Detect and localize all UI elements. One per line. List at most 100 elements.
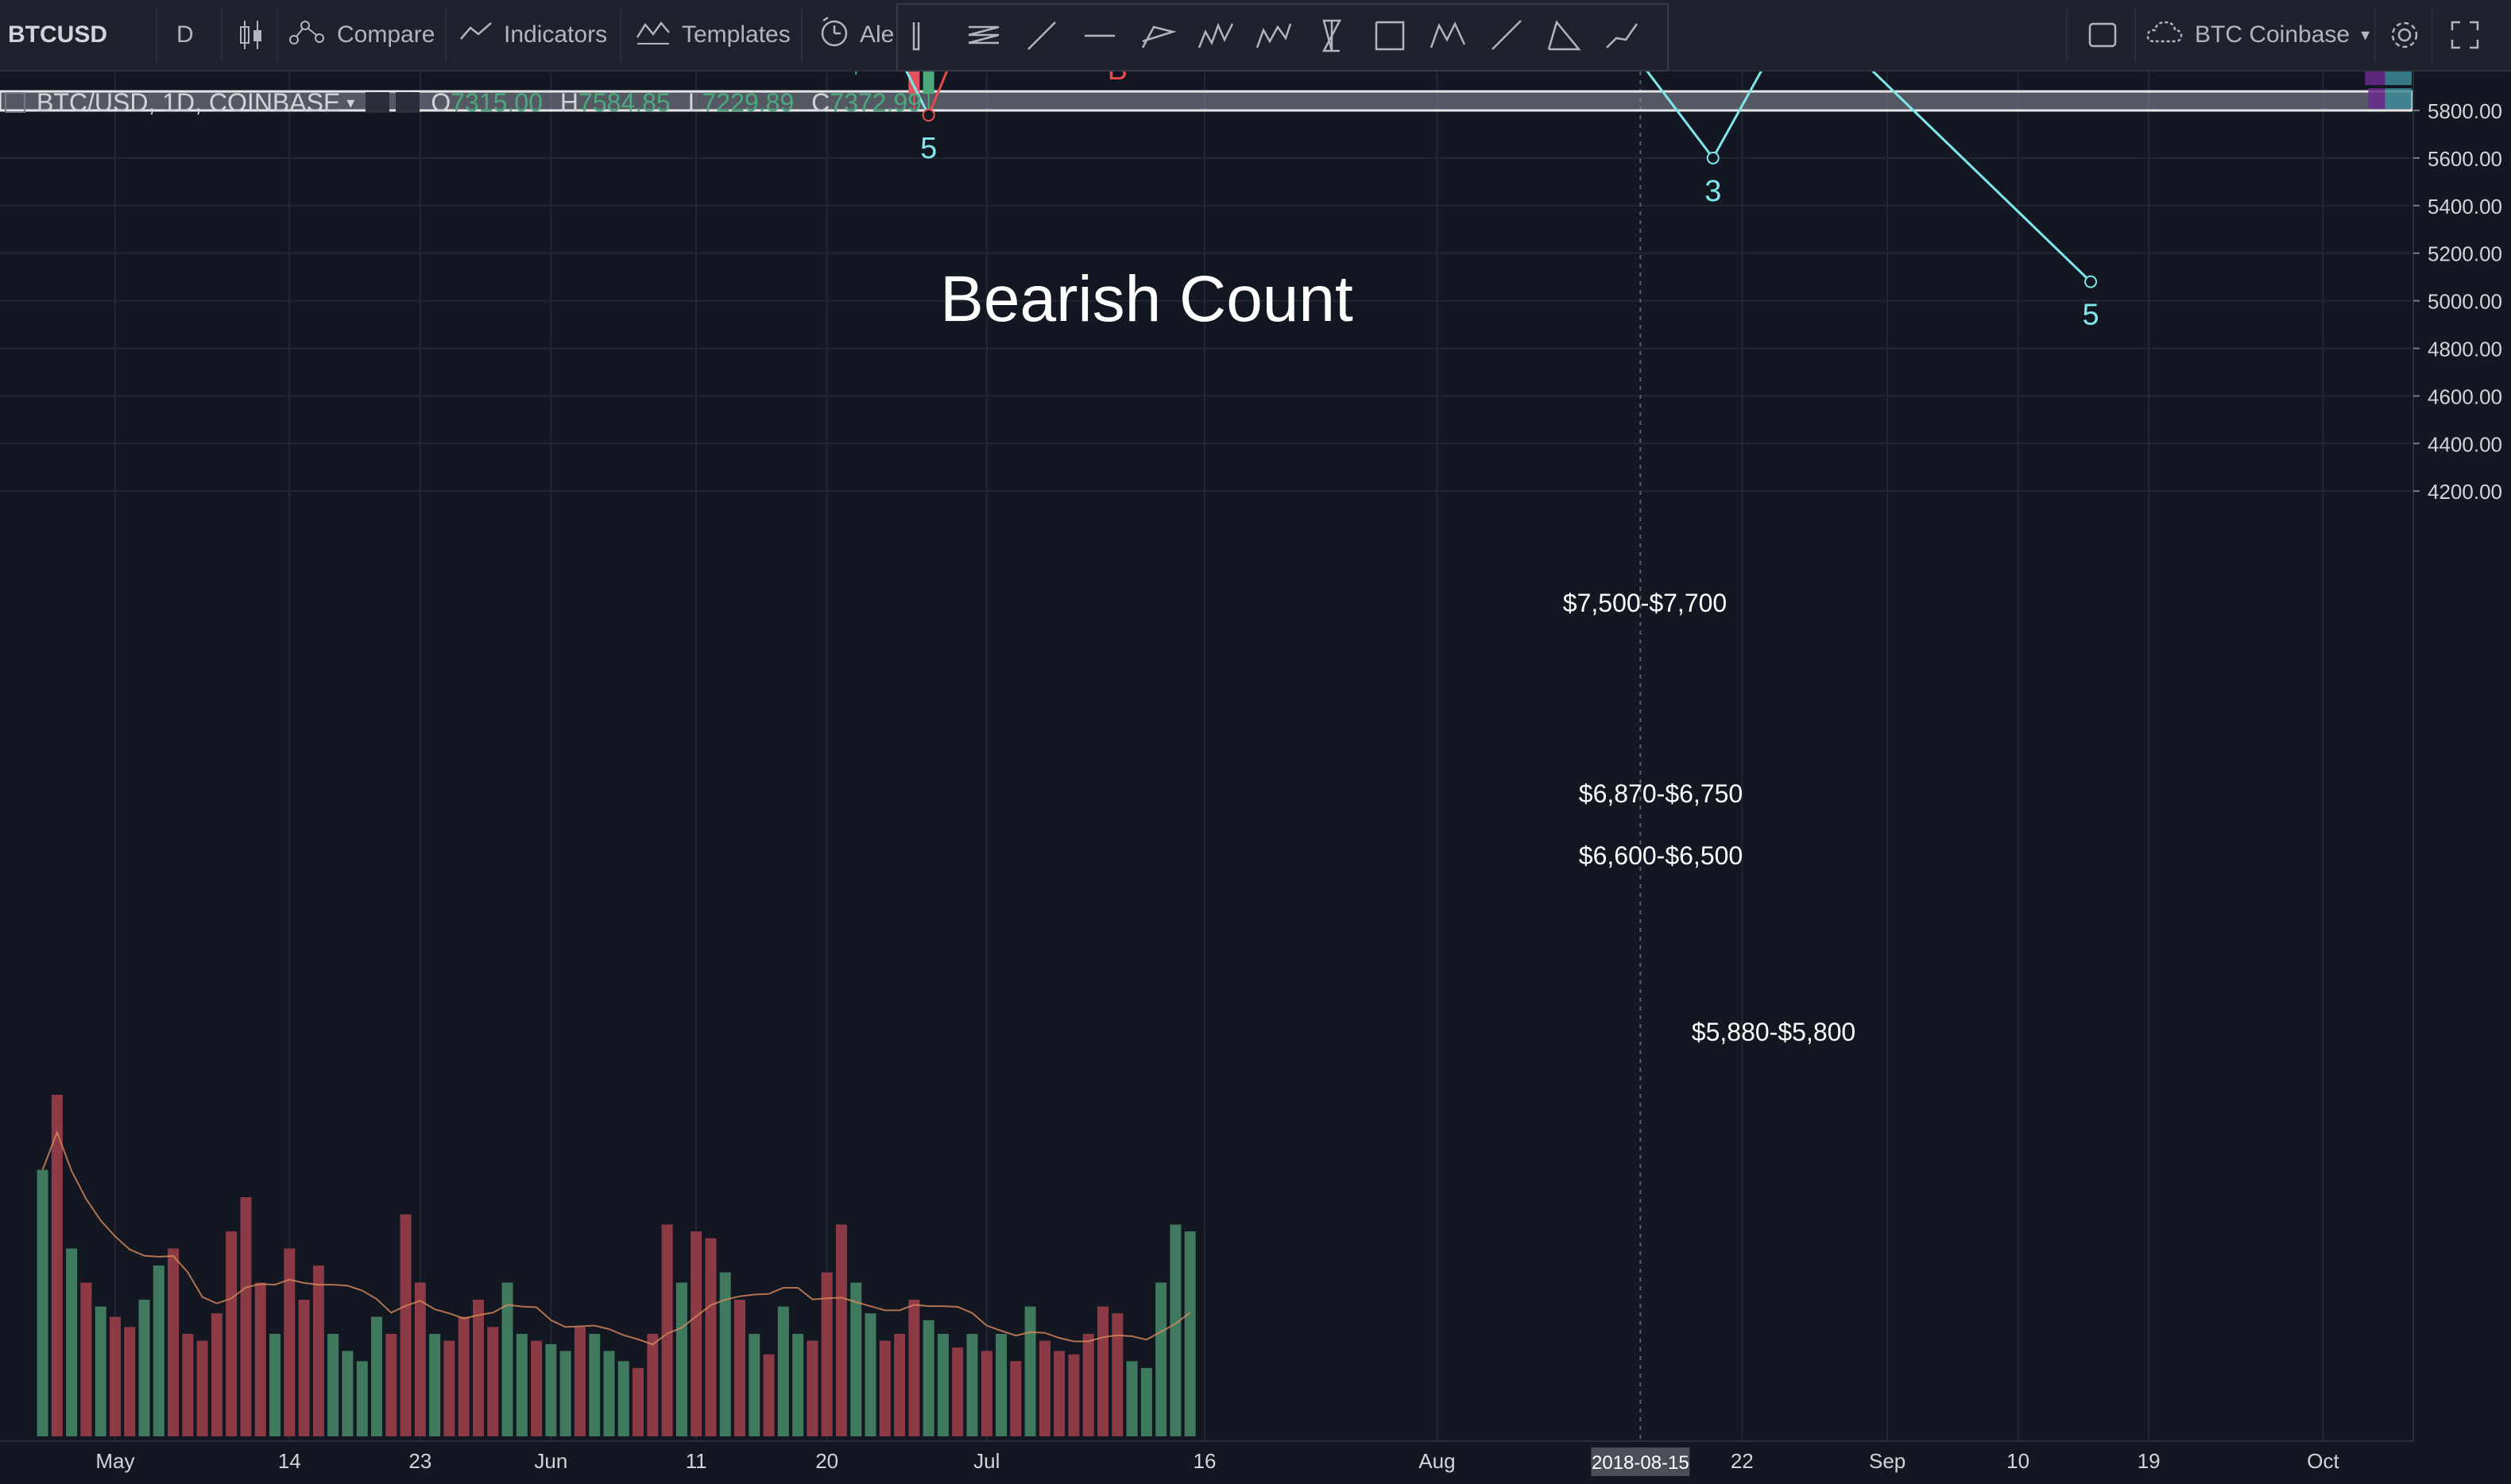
volume-bar [633, 1368, 644, 1436]
volume-bar [675, 1282, 687, 1436]
measure-icon[interactable] [1312, 16, 1352, 56]
price-zone-label: $6,870-$6,750 [1579, 779, 1743, 808]
correction-wave-point [922, 109, 935, 122]
volume-bar [821, 1272, 833, 1436]
alert-button[interactable]: Ale [818, 0, 894, 70]
volume-bar [574, 1327, 586, 1436]
price-tick-label: 5600.00 [2428, 147, 2502, 171]
volume-bar [414, 1282, 426, 1436]
volume-bar [196, 1340, 208, 1436]
open-label: O [431, 87, 451, 117]
volume-bar [472, 1300, 484, 1436]
horizontal-lines-icon[interactable] [964, 16, 1004, 56]
volume-bar [1126, 1361, 1138, 1436]
volume-bar [516, 1334, 528, 1436]
volume-ma-line [41, 1130, 1191, 1346]
price-chart[interactable]: $7,500-$7,700 $6,870-$6,750 $6,600-$6,500 $… [0, 71, 2511, 1484]
volume-bar [124, 1327, 136, 1436]
volume-bar [342, 1351, 354, 1436]
projected-wave-point [2084, 275, 2098, 288]
volume-bar [531, 1340, 543, 1436]
volume-bar [1184, 1231, 1196, 1436]
volume-bar [749, 1334, 760, 1436]
symbol-legend: BTC/USD, 1D, COINBASE ▾ O 7315.00 H 7584.8… [0, 83, 922, 122]
volume-bar [879, 1340, 891, 1436]
templates-icon [636, 18, 671, 52]
price-tick-label: 5000.00 [2428, 290, 2502, 314]
volume-bar [284, 1248, 296, 1436]
volume-bar [400, 1214, 412, 1436]
exchange-selector[interactable]: BTC Coinbase ▾ [2145, 0, 2370, 70]
volume-bar [865, 1313, 876, 1436]
interval-button[interactable]: D [176, 0, 194, 70]
price-tick-label: 4200.00 [2428, 480, 2502, 504]
volume-bar [1010, 1361, 1022, 1436]
curve-icon[interactable] [1602, 16, 1642, 56]
horizontal-ray-icon[interactable] [1080, 16, 1120, 56]
symbol-button[interactable]: BTCUSD [8, 0, 151, 70]
legend-grid-icon [5, 92, 25, 113]
candles-icon[interactable] [234, 0, 269, 70]
correction-wave-label: B [1108, 71, 1128, 87]
top-toolbar: BTCUSD D Compare Indicators Templates Al… [0, 0, 2511, 71]
volume-bar [719, 1272, 731, 1436]
volume-bar [168, 1248, 180, 1436]
volume-bar [37, 1169, 48, 1436]
chart-grid [0, 71, 2412, 1441]
xabcd-pattern-icon[interactable] [1428, 16, 1468, 56]
templates-label: Templates [682, 21, 791, 48]
volume-bar [1024, 1306, 1036, 1436]
volume-bar [1155, 1282, 1167, 1436]
drag-handle-icon[interactable] [906, 16, 946, 56]
indicators-icon [459, 20, 493, 50]
abcde-pattern-icon[interactable] [1254, 16, 1294, 56]
time-tick-label: Jul [973, 1449, 1000, 1473]
elliott-wave-icon[interactable] [1196, 16, 1236, 56]
volume-bar [894, 1334, 906, 1436]
candlesticks [855, 71, 934, 116]
rectangle-icon[interactable] [1370, 16, 1410, 56]
time-tick-label: Aug [1418, 1449, 1455, 1473]
volume-bar [763, 1354, 775, 1436]
candle-body [923, 71, 934, 95]
projected-wave-label: 3 [1704, 175, 1721, 208]
fullscreen-icon[interactable] [2447, 0, 2482, 70]
brush-icon[interactable] [1486, 16, 1526, 56]
time-tick-label: 22 [1731, 1449, 1754, 1473]
volume-bar [589, 1334, 601, 1436]
drawing-toolbar [896, 3, 1669, 71]
compare-button[interactable]: Compare [288, 0, 435, 70]
volume-bar [443, 1340, 455, 1436]
templates-button[interactable]: Templates [636, 0, 791, 70]
symbol-label: BTCUSD [8, 21, 107, 48]
volume-bar [1068, 1354, 1080, 1436]
volume-bar [835, 1224, 847, 1436]
volume-bar [1170, 1224, 1182, 1436]
chevron-down-icon[interactable]: ▾ [346, 94, 355, 112]
legend-eye-icon[interactable] [396, 92, 420, 113]
volume-bar [603, 1351, 615, 1436]
candle-body [908, 71, 920, 95]
low-label: L [687, 87, 702, 117]
volume-bar [661, 1224, 673, 1436]
volume-profile [2365, 71, 2412, 110]
volume-bar [1054, 1351, 1066, 1436]
volume-bar [487, 1327, 499, 1436]
legend-settings-icon[interactable] [366, 92, 390, 113]
profile-bar-up [2385, 71, 2412, 86]
square-icon[interactable] [2087, 0, 2118, 70]
price-zone-label: $7,500-$7,700 [1563, 589, 1727, 617]
indicators-button[interactable]: Indicators [459, 0, 607, 70]
volume-bar [429, 1334, 441, 1436]
alert-label: Ale [860, 21, 895, 48]
trend-line-icon[interactable] [1022, 16, 1062, 56]
volume-bar [923, 1320, 934, 1436]
volume-bar [1097, 1306, 1108, 1436]
legend-title[interactable]: BTC/USD, 1D, COINBASE [37, 87, 341, 117]
triangle-icon[interactable] [1544, 16, 1584, 56]
pitchfork-icon[interactable] [1138, 16, 1178, 56]
volume-bar [371, 1316, 382, 1436]
settings-icon[interactable] [2387, 0, 2422, 70]
exchange-label: BTC Coinbase [2195, 21, 2350, 48]
time-tick-label: 11 [686, 1449, 707, 1473]
